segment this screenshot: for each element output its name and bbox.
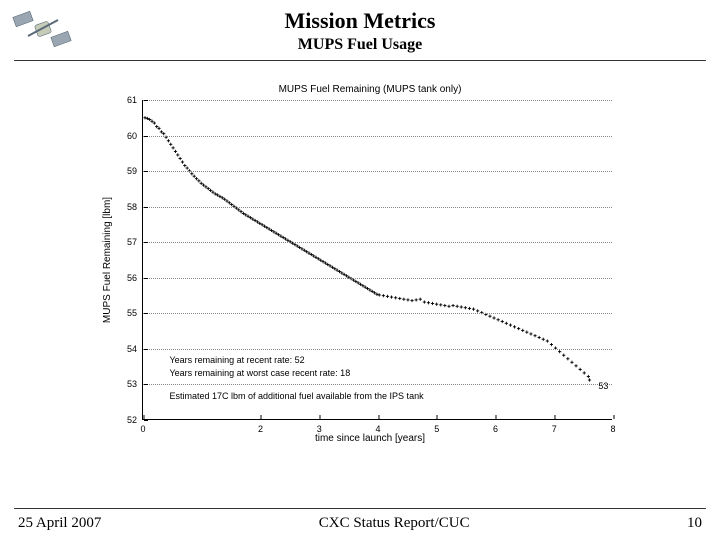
- chart-ytick: 61: [127, 95, 143, 105]
- fuel-chart: MUPS Fuel Remaining (MUPS tank only) MUP…: [90, 90, 650, 460]
- chart-gridline: [143, 384, 612, 385]
- chart-plot-area: 5253545556575859606102345678Years remain…: [142, 100, 612, 420]
- footer-center: CXC Status Report/CUC: [319, 515, 470, 532]
- chart-xtick: 4: [375, 419, 380, 434]
- chart-gridline: [143, 349, 612, 350]
- chart-xtick: 0: [140, 419, 145, 434]
- chart-xtick: 6: [493, 419, 498, 434]
- chart-gridline: [143, 100, 612, 101]
- chart-ytick: 56: [127, 273, 143, 283]
- header-divider: [14, 60, 706, 61]
- footer-date: 25 April 2007: [18, 515, 101, 532]
- chart-xtick: 5: [434, 419, 439, 434]
- chart-ytick: 53: [127, 379, 143, 389]
- chart-ytick: 57: [127, 237, 143, 247]
- page-subtitle: MUPS Fuel Usage: [0, 36, 720, 54]
- chart-title: MUPS Fuel Remaining (MUPS tank only): [90, 84, 650, 95]
- chart-ytick: 60: [127, 131, 143, 141]
- chart-xtick: 2: [258, 419, 263, 434]
- page-title: Mission Metrics: [0, 8, 720, 34]
- chart-gridline: [143, 278, 612, 279]
- chart-gridline: [143, 136, 612, 137]
- chart-ytick: 55: [127, 308, 143, 318]
- chart-end-label: 53: [598, 381, 608, 391]
- chart-gridline: [143, 242, 612, 243]
- chart-gridline: [143, 207, 612, 208]
- chart-ytick: 58: [127, 202, 143, 212]
- chart-xtick: 3: [317, 419, 322, 434]
- footer-page: 10: [687, 515, 702, 532]
- chart-xlabel: time since launch [years]: [90, 433, 650, 444]
- slide-footer: 25 April 2007 CXC Status Report/CUC 10: [0, 508, 720, 532]
- satellite-icon: [8, 6, 80, 56]
- footer-divider: [14, 508, 706, 509]
- chart-ylabel: MUPS Fuel Remaining [lbm]: [102, 197, 113, 323]
- chart-xtick: 8: [610, 419, 615, 434]
- slide-header: Mission Metrics MUPS Fuel Usage: [0, 0, 720, 54]
- chart-annotation: Years remaining at recent rate: 52: [169, 354, 304, 366]
- chart-ytick: 59: [127, 166, 143, 176]
- chart-gridline: [143, 313, 612, 314]
- chart-gridline: [143, 171, 612, 172]
- chart-annotation: Estimated 17C lbm of additional fuel ava…: [169, 390, 423, 402]
- chart-annotation: Years remaining at worst case recent rat…: [169, 367, 350, 379]
- chart-ytick: 54: [127, 344, 143, 354]
- chart-xtick: 7: [552, 419, 557, 434]
